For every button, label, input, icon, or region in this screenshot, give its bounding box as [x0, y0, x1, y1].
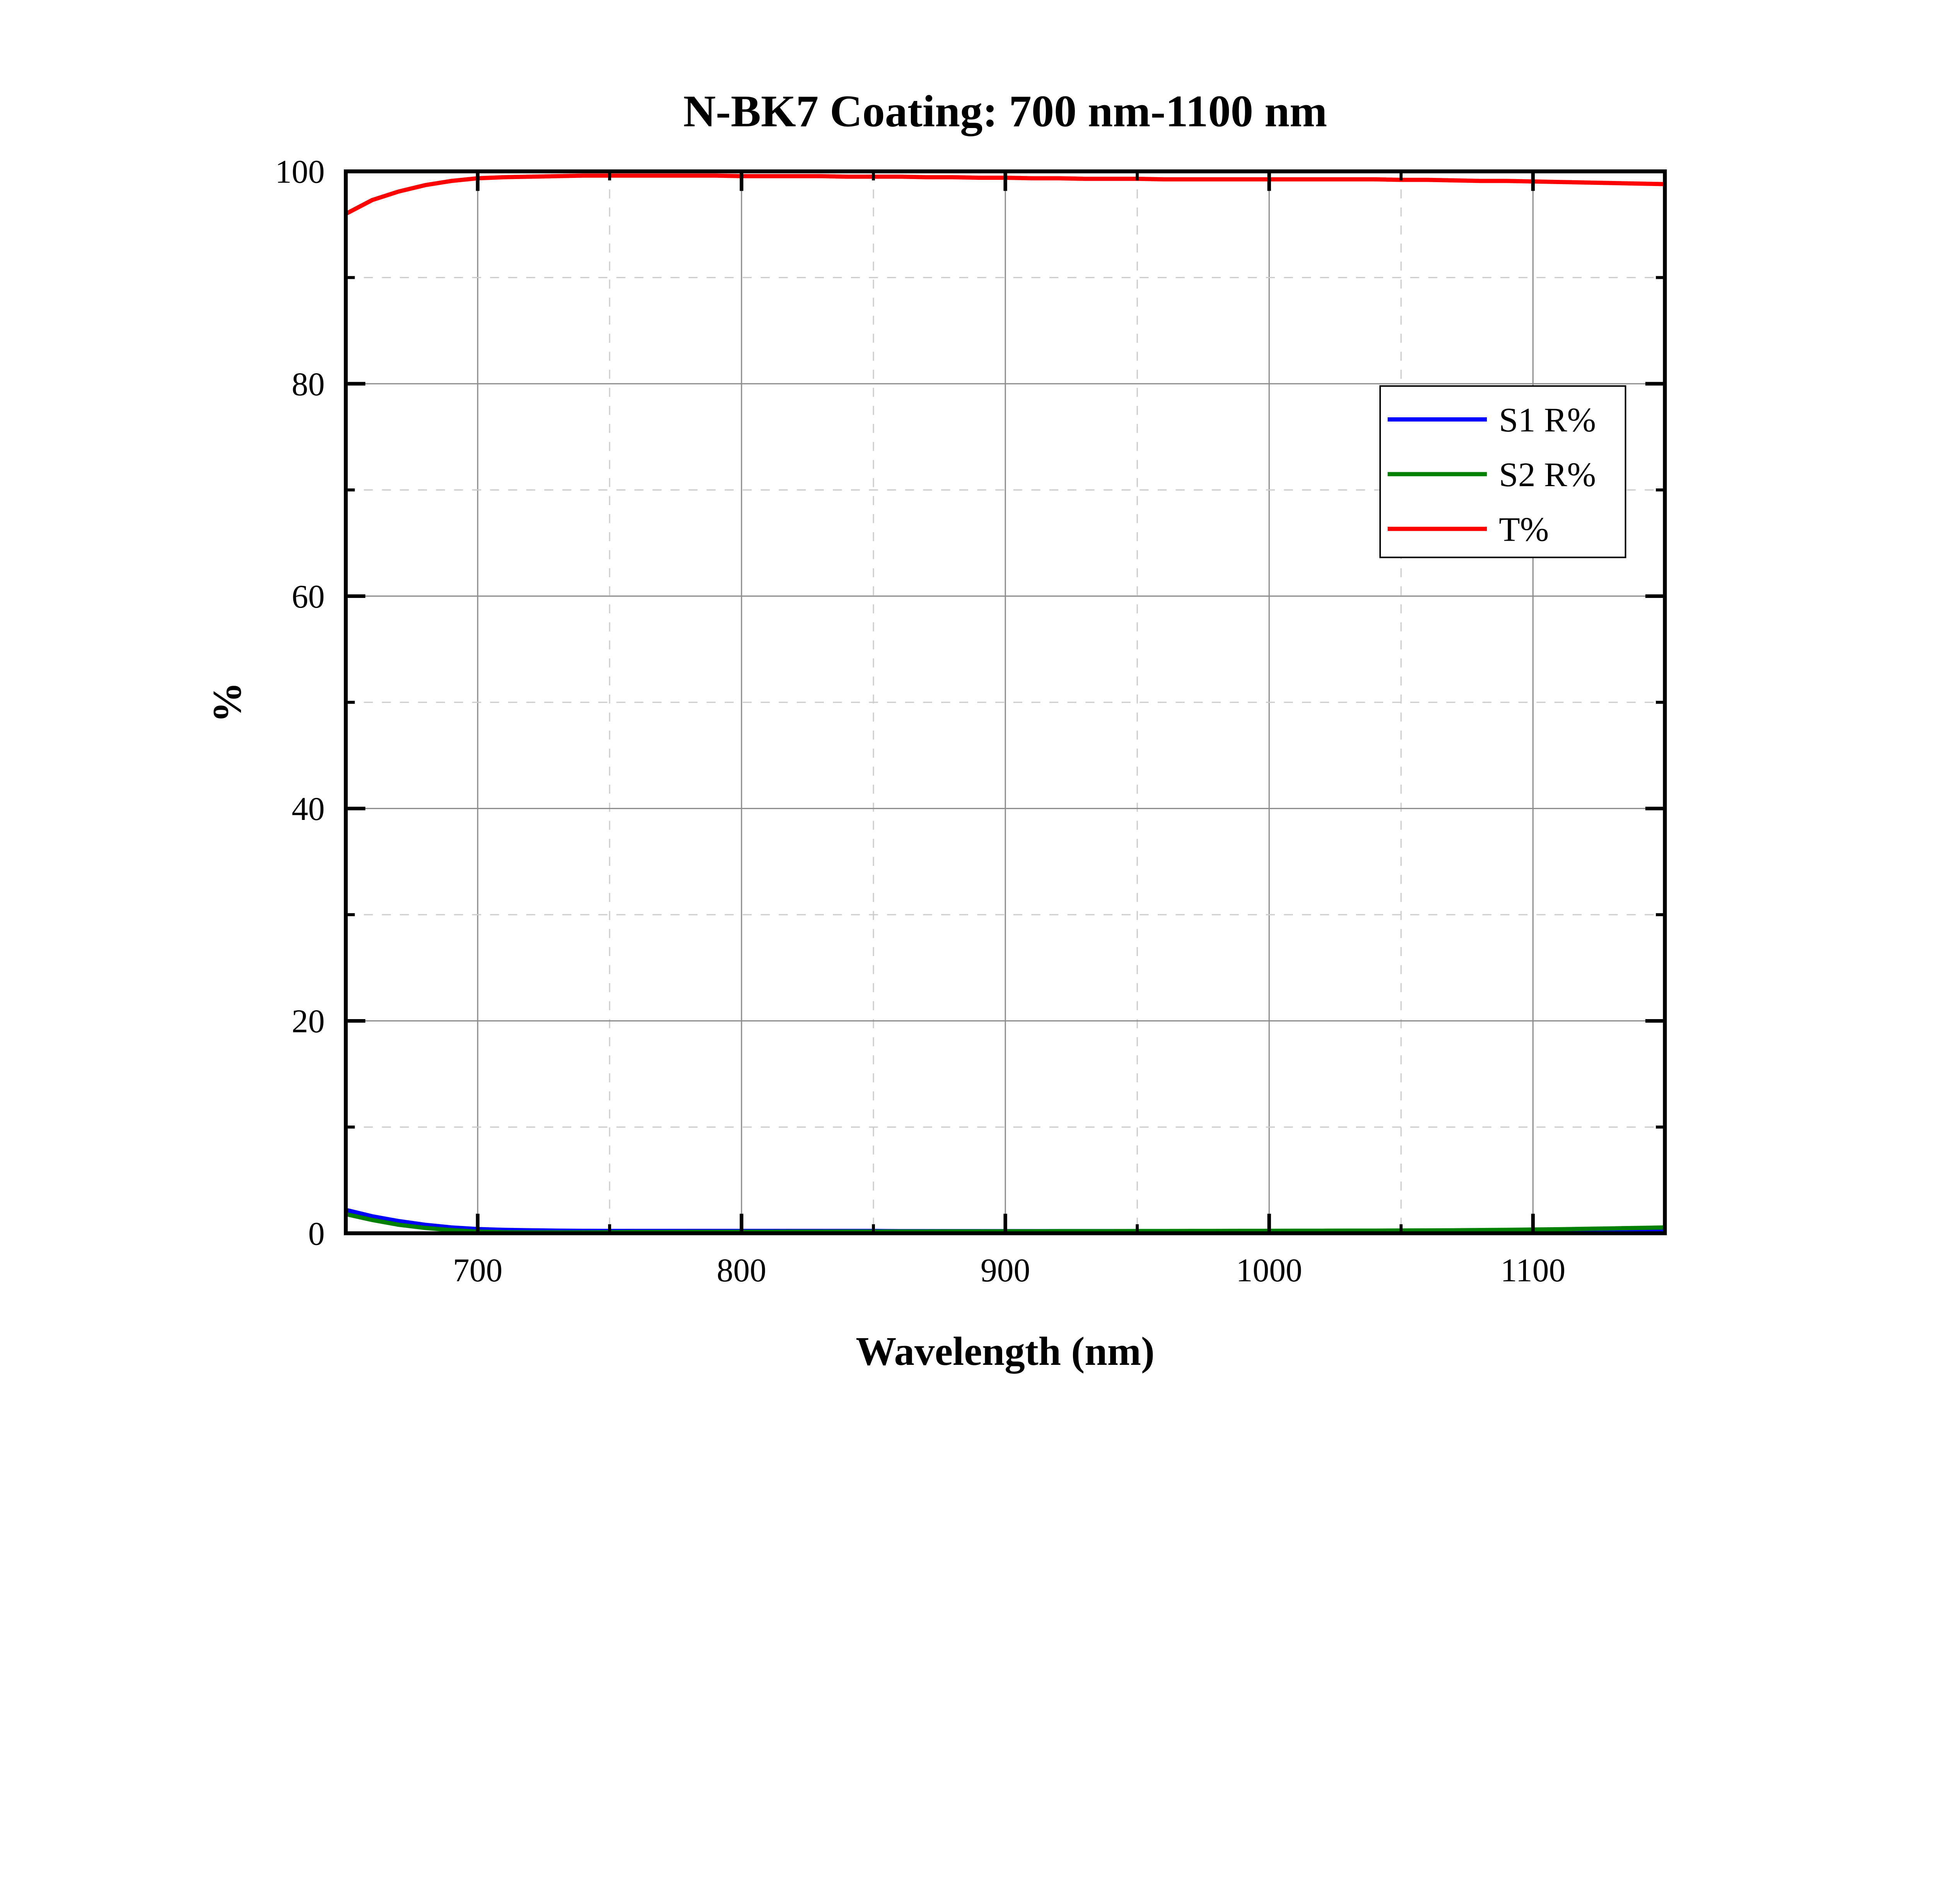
y-tick-label: 80 — [292, 366, 325, 403]
y-tick-label: 60 — [292, 579, 325, 615]
y-tick-label: 40 — [292, 791, 325, 827]
legend-label: S1 R% — [1499, 401, 1596, 439]
x-tick-label: 1000 — [1236, 1252, 1302, 1289]
x-tick-labels: 700 800 900 1000 1100 — [453, 1252, 1565, 1289]
y-tick-label: 0 — [308, 1216, 325, 1252]
x-tick-label: 1100 — [1500, 1252, 1565, 1289]
legend-label: S2 R% — [1499, 456, 1596, 494]
x-tick-label: 800 — [717, 1252, 766, 1289]
legend: S1 R% S2 R% T% — [1379, 385, 1626, 558]
chart-title: N-BK7 Coating: 700 nm-1100 nm — [683, 86, 1327, 136]
axis-ticks — [345, 169, 1665, 1235]
y-axis-label: % — [204, 682, 249, 722]
legend-items: S1 R% S2 R% T% — [1387, 401, 1596, 548]
x-axis-label: Wavelength (nm) — [856, 1329, 1155, 1374]
chart: N-BK7 Coating: 700 nm-1100 nm 700 800 900 1… — [204, 86, 1667, 1374]
legend-label: T% — [1499, 510, 1549, 548]
y-tick-label: 100 — [275, 154, 325, 190]
x-tick-label: 700 — [453, 1252, 502, 1289]
y-tick-label: 20 — [292, 1003, 325, 1040]
x-tick-label: 900 — [981, 1252, 1030, 1289]
grid — [345, 171, 1665, 1234]
y-tick-labels: 0 20 40 60 80 100 — [275, 154, 325, 1252]
